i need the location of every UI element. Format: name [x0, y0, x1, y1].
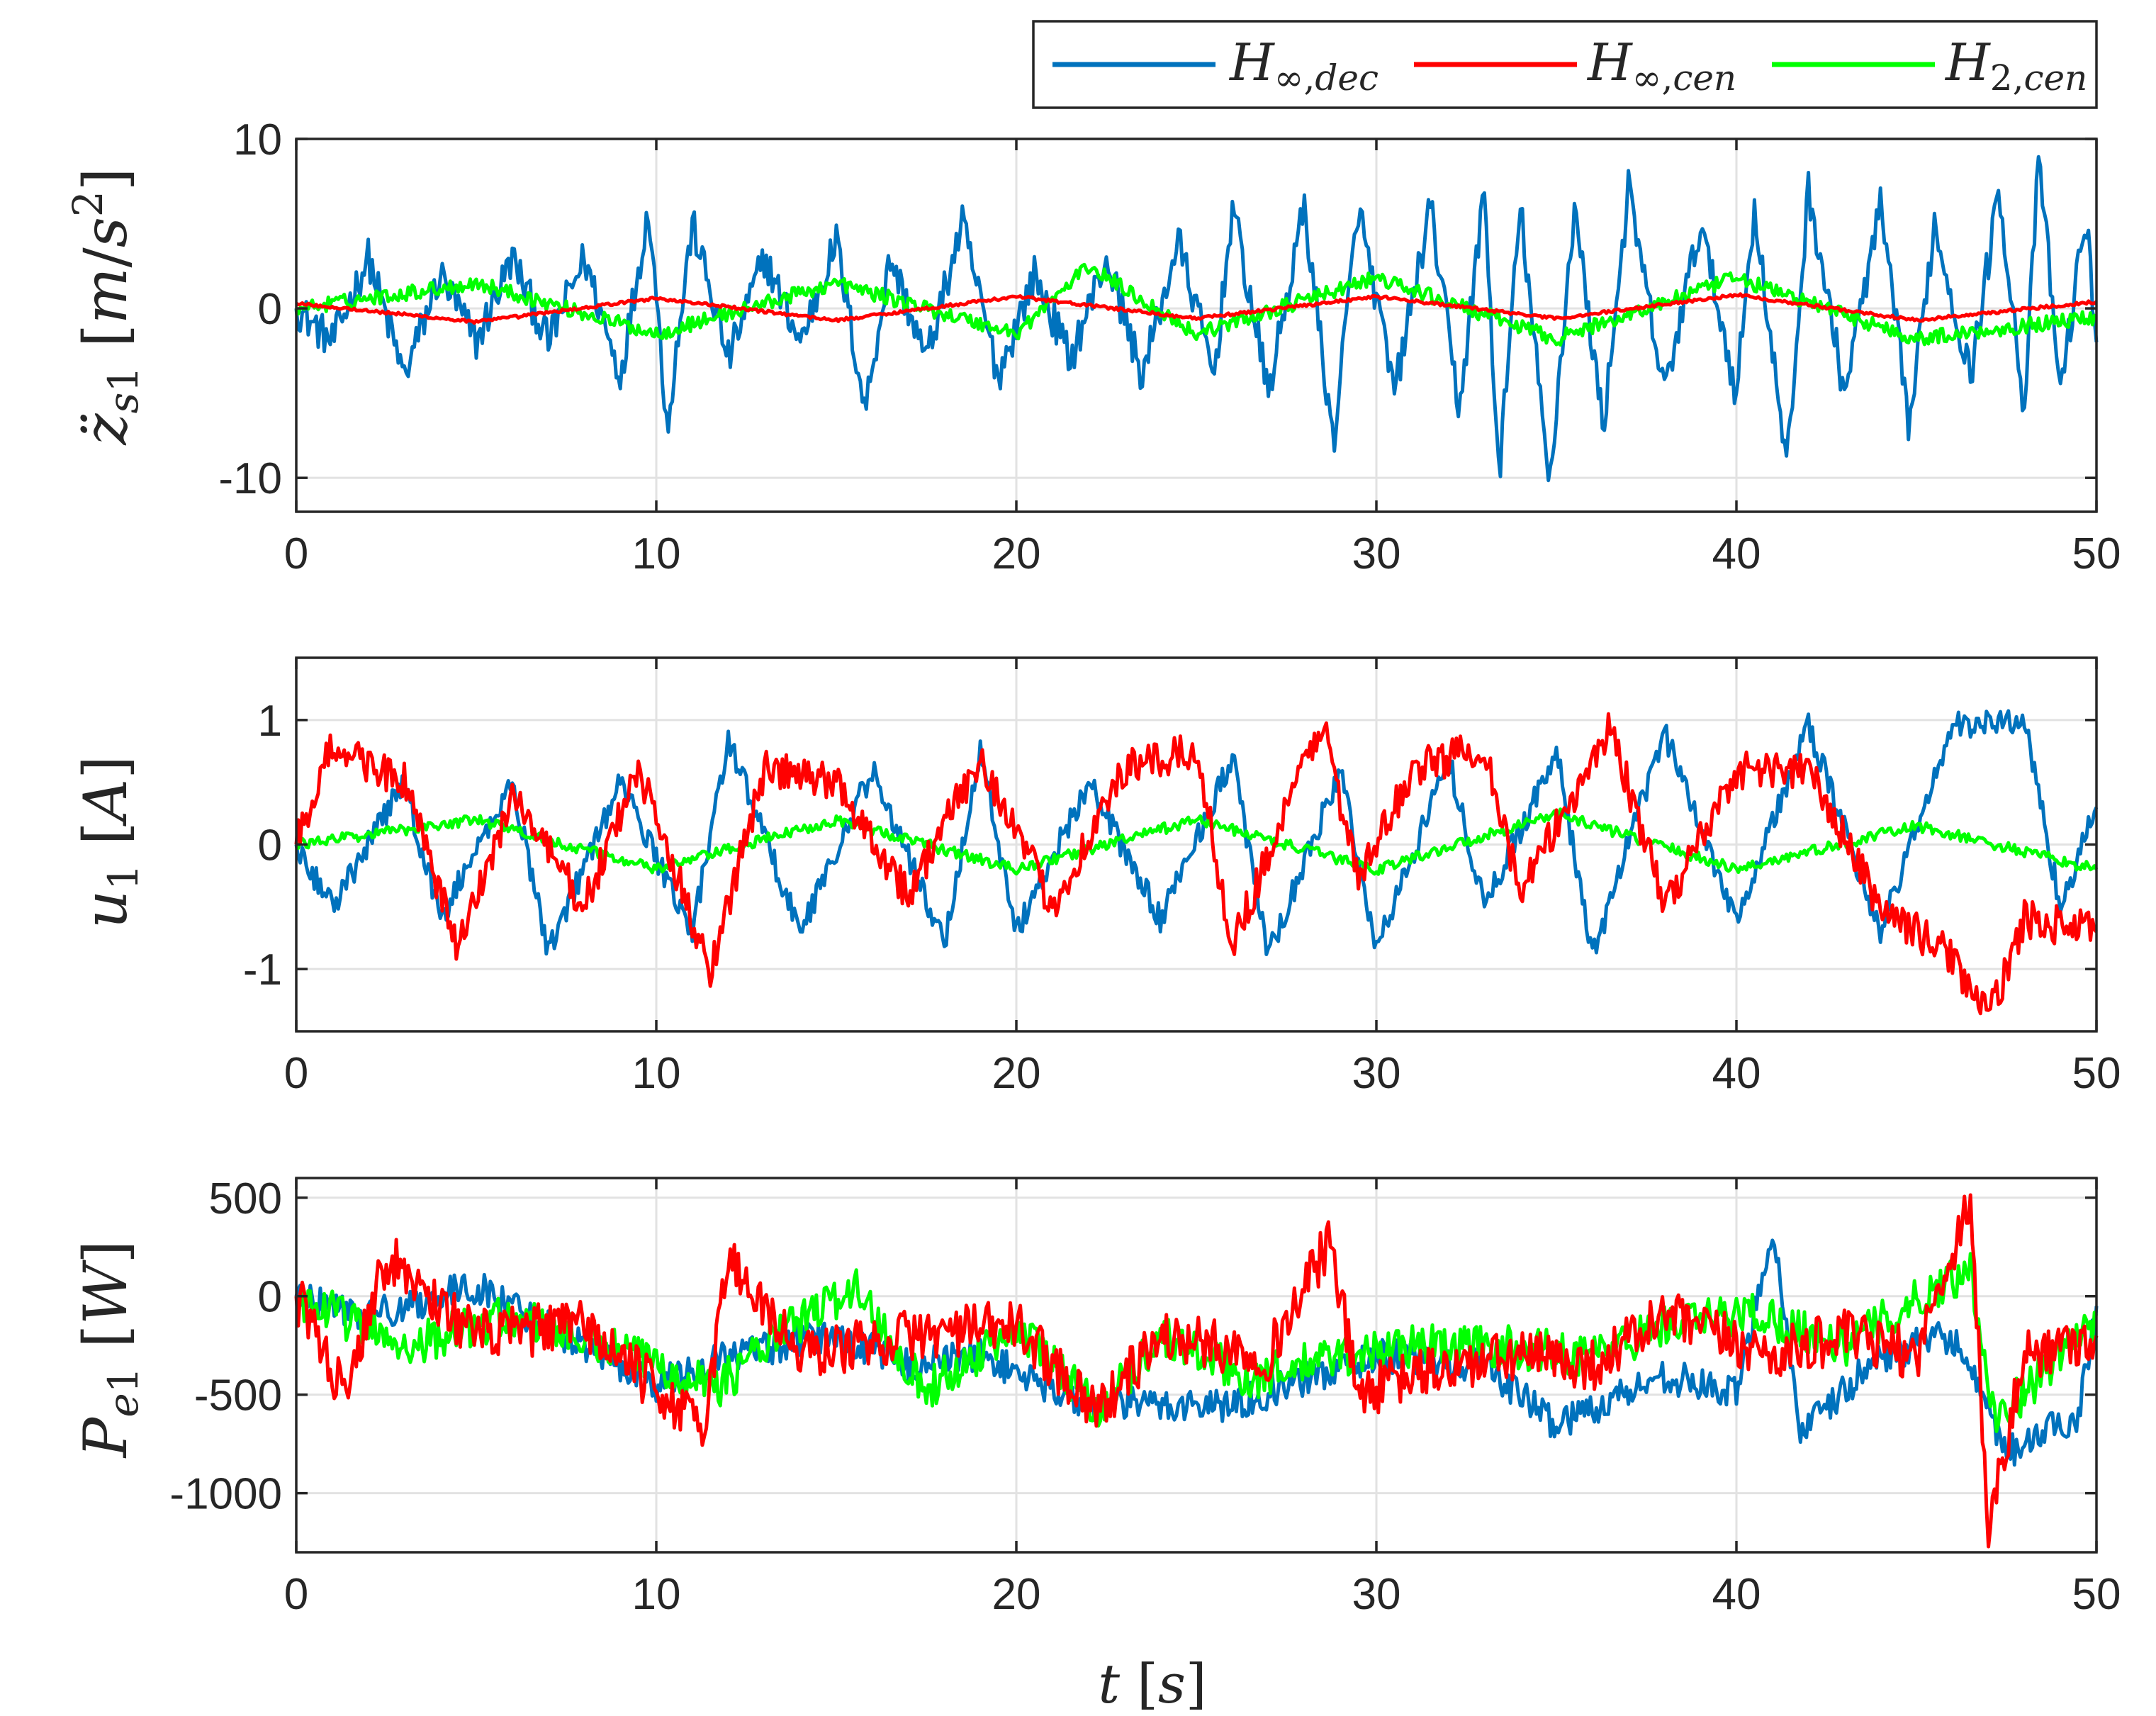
xtick-label-acc-0: 0	[284, 529, 308, 578]
series-current	[294, 709, 2099, 1016]
subplot-power: 0 10 20 30 40 50 500 0 -500 -1000 Pe1 [W]	[71, 1174, 2121, 1619]
ylabel-current: u1 [A]	[71, 756, 147, 929]
series-line-power-1	[294, 1193, 2099, 1549]
ytick-label-power-0: 0	[258, 1273, 282, 1322]
axes-frame-power	[295, 1177, 2098, 1554]
xtick-label-acc-30: 30	[1352, 529, 1401, 578]
series-power	[294, 1193, 2099, 1549]
ytick-label-acc--10: -10	[218, 454, 282, 503]
ytick-label-power-500: 500	[209, 1174, 282, 1223]
xtick-label-current-20: 20	[992, 1049, 1041, 1098]
ytick-label-current--1: -1	[243, 946, 282, 994]
xtick-label-power-40: 40	[1712, 1570, 1761, 1619]
xtick-label-current-30: 30	[1352, 1049, 1401, 1098]
legend: H∞,dec H∞,cen H2,cen	[1032, 20, 2098, 109]
ylabel-acceleration: z̈s1 [m/s2]	[64, 167, 147, 445]
series-line-current-2	[294, 807, 2099, 876]
xtick-label-power-30: 30	[1352, 1570, 1401, 1619]
legend-label-h2-cen: H2,cen	[1944, 33, 2087, 99]
legend-label-h-inf-cen: H∞,cen	[1586, 33, 1736, 99]
xtick-label-current-10: 10	[632, 1049, 681, 1098]
xtick-label-acc-50: 50	[2072, 529, 2121, 578]
xtick-label-current-50: 50	[2072, 1049, 2121, 1098]
ytick-label-power--500: -500	[194, 1372, 282, 1420]
ytick-label-acc-0: 0	[258, 285, 282, 334]
xtick-label-current-0: 0	[284, 1049, 308, 1098]
xtick-label-power-10: 10	[632, 1570, 681, 1619]
xtick-label-power-20: 20	[992, 1570, 1041, 1619]
xtick-label-current-40: 40	[1712, 1049, 1761, 1098]
legend-label-h-inf-dec: H∞,dec	[1228, 33, 1379, 99]
series-line-acc-1	[295, 292, 2098, 325]
series-line-acc-0	[294, 155, 2099, 483]
xtick-label-acc-10: 10	[632, 529, 681, 578]
series-acceleration	[294, 155, 2099, 483]
xlabel: t [s]	[1098, 1652, 1206, 1715]
series-line-acc-2	[294, 262, 2098, 347]
ytick-label-current-1: 1	[258, 697, 282, 746]
xtick-label-power-0: 0	[284, 1570, 308, 1619]
xtick-label-acc-20: 20	[992, 529, 1041, 578]
ytick-label-acc-10: 10	[233, 116, 282, 164]
ytick-label-current-0: 0	[258, 821, 282, 870]
ylabel-power: Pe1 [W]	[71, 1240, 147, 1459]
ytick-label-power--1000: -1000	[169, 1470, 282, 1519]
ticks-power: 0 10 20 30 40 50 500 0 -500 -1000	[169, 1174, 2121, 1619]
series-line-current-0	[294, 709, 2099, 956]
xtick-label-acc-40: 40	[1712, 529, 1761, 578]
series-line-current-1	[294, 712, 2098, 1016]
xtick-label-power-50: 50	[2072, 1570, 2121, 1619]
axes-frame-acceleration	[295, 138, 2098, 513]
